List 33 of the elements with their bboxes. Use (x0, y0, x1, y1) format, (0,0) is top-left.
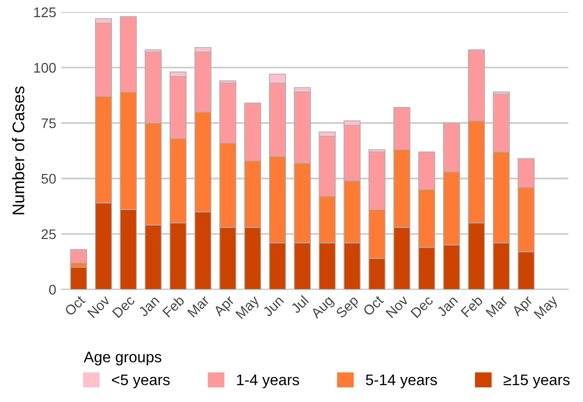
x-tick-label: Nov (386, 294, 410, 318)
x-tick-label: Mar (187, 294, 210, 318)
legend-label: 5-14 years (366, 374, 437, 388)
y-tick-label: 50 (41, 174, 56, 184)
x-tick-label: Feb (162, 294, 185, 318)
x-tick-label: May (235, 294, 262, 322)
x-tick-label: Mar (486, 294, 508, 318)
y-axis-title: Number of Cases (12, 86, 24, 214)
x-tick-label: Oct (64, 294, 86, 316)
bar (70, 249, 88, 264)
x-tick-label: Jul (290, 294, 309, 314)
x-tick-label: Dec (410, 294, 434, 318)
x-tick-label: May (534, 294, 560, 322)
legend-label: <5 years (112, 374, 170, 388)
x-tick-label: Aug (310, 295, 336, 321)
x-tick-label: Oct (362, 294, 384, 316)
legend-title: Age groups (84, 352, 162, 366)
y-tick-label: 75 (42, 118, 56, 128)
legend-label: 1-4 years (237, 374, 300, 388)
bar (70, 266, 88, 290)
x-tick-label: Dec (112, 294, 136, 318)
y-tick-label: 100 (34, 62, 56, 73)
x-tick-label: Feb (460, 294, 484, 318)
y-tick-label: 0 (49, 284, 56, 295)
x-tick-label: Nov (87, 294, 111, 318)
x-tick-label: Apr (212, 294, 237, 319)
legend-label: ≥15 years (504, 374, 570, 388)
x-tick-label: Jan (138, 295, 160, 318)
y-tick-label: 25 (42, 229, 56, 240)
y-tick-label: 125 (34, 7, 56, 18)
x-tick-label: Jun (262, 295, 284, 318)
x-tick-label: Jan (436, 295, 458, 318)
x-tick-label: Sep (335, 294, 361, 320)
